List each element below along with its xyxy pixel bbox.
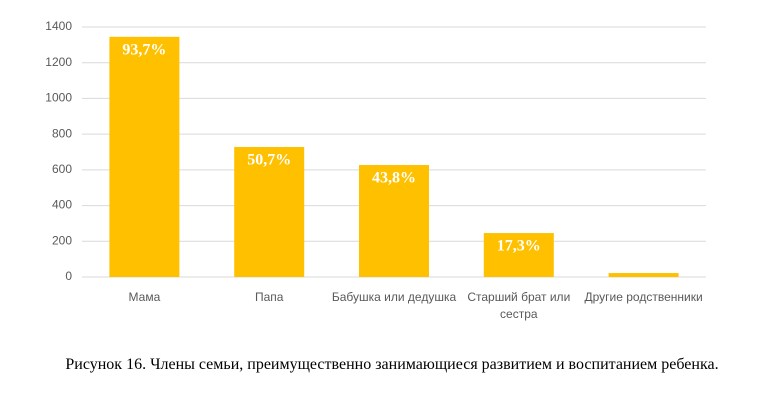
x-tick-label: Бабушка или дедушка [331,290,457,304]
bar-label: 17,3% [497,238,541,255]
x-tick-label: Старший брат или сестра [467,290,571,321]
bar [483,233,554,277]
caption: Рисунок 16. Члены семьи, преимущественно… [65,356,719,373]
y-tick-label: 600 [52,162,72,176]
y-tick-label: 800 [52,126,72,140]
x-tick-label: Другие родственники [584,290,703,304]
bar [109,36,180,278]
bar [608,273,679,277]
x-tick-label: Мама [128,290,161,304]
y-tick-label: 400 [52,198,72,212]
bar-label: 50,7% [247,152,291,169]
bar-label: 93,7% [122,41,166,58]
y-tick-label: 1400 [45,19,72,33]
x-tick-label: Папа [254,290,284,304]
y-tick-label: 200 [52,233,72,247]
y-tick-label: 0 [65,269,72,283]
bar [359,165,429,277]
y-tick-label: 1200 [45,55,72,69]
y-tick-label: 1000 [45,91,72,105]
bar [234,147,305,277]
bar-label: 43,8% [372,170,416,187]
